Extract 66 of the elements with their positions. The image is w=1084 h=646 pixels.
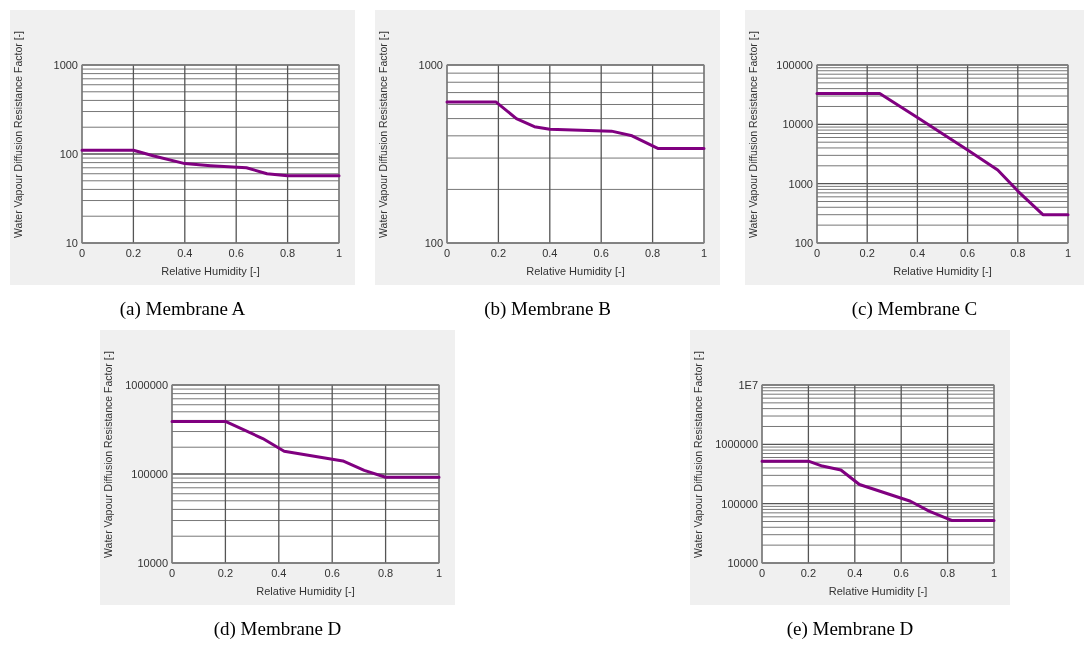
x-tick-label: 1: [1064, 247, 1072, 259]
x-tick-label: 0.4: [542, 247, 558, 259]
text: (b) Membrane B: [484, 298, 611, 320]
x-tick-label: 0: [443, 247, 451, 259]
y-tick-label: 100000: [776, 59, 813, 71]
x-tick-label: 0.6: [228, 247, 244, 259]
x-tick-label: 0.2: [125, 247, 142, 259]
x-tick-label: 0.4: [177, 247, 193, 259]
y-tick-label: 10000: [727, 557, 758, 569]
x-tick-label: 0.8: [644, 247, 661, 259]
text: (d) Membrane D: [213, 618, 342, 640]
y-tick-label: 1000: [788, 177, 813, 190]
y-tick-label: 10000: [137, 557, 168, 569]
y-tick-label: 10000: [782, 118, 813, 131]
y-axis-title: Water Vapour Diffusion Resistance Factor [-]: [747, 30, 759, 238]
x-tick-label: 0: [813, 247, 821, 259]
y-tick-label: 100: [424, 237, 443, 249]
y-tick-label: 100000: [721, 497, 758, 510]
y-axis-title: Water Vapour Diffusion Resistance Factor [-]: [692, 350, 704, 558]
y-tick-label: 1000000: [715, 438, 758, 451]
line-series: [80, 148, 341, 178]
x-tick-label: 0.6: [593, 247, 609, 259]
y-tick-label: 1000: [53, 59, 78, 71]
x-tick-label: 1: [335, 247, 343, 259]
x-tick-label: 1: [435, 567, 443, 579]
x-tick-label: 0: [758, 567, 766, 579]
y-axis-title: Water Vapour Diffusion Resistance Factor [-]: [377, 30, 389, 238]
x-tick-label: 0.8: [1010, 247, 1026, 259]
y-tick-label: 100: [59, 148, 78, 160]
x-axis-title: Relative Humidity [-]: [893, 265, 992, 277]
x-tick-label: 0.2: [800, 567, 817, 579]
y-tick-label: 1000000: [125, 379, 168, 391]
x-axis-title: Relative Humidity [-]: [526, 265, 625, 277]
x-axis-title: Relative Humidity [-]: [256, 585, 355, 597]
text: (c) Membrane C: [851, 298, 978, 320]
line-series: [760, 459, 996, 523]
x-tick-label: 0: [78, 247, 86, 259]
line-series: [815, 92, 1070, 217]
x-tick-label: 0.4: [847, 567, 863, 579]
x-tick-label: 0.4: [909, 247, 926, 259]
text: (a) Membrane A: [119, 298, 246, 320]
y-tick-label: 1E7: [738, 379, 758, 391]
x-tick-label: 0.8: [377, 567, 394, 579]
x-tick-label: 0.2: [490, 247, 507, 259]
y-tick-label: 10: [65, 237, 78, 249]
y-axis-title: Water Vapour Diffusion Resistance Factor [-]: [102, 350, 114, 558]
x-tick-label: 1: [700, 247, 708, 259]
text: (e) Membrane D: [786, 618, 914, 640]
x-tick-label: 1: [990, 567, 998, 579]
x-tick-label: 0.6: [959, 247, 976, 259]
y-tick-label: 100000: [131, 468, 168, 480]
x-tick-label: 0.2: [217, 567, 234, 579]
x-axis-title: Relative Humidity [-]: [828, 585, 928, 597]
x-tick-label: 0.6: [893, 567, 909, 579]
x-axis-title: Relative Humidity [-]: [161, 265, 260, 277]
x-tick-label: 0.8: [939, 567, 956, 579]
x-tick-label: 0.4: [271, 567, 287, 579]
x-tick-label: 0.2: [859, 247, 875, 259]
y-axis-title: Water Vapour Diffusion Resistance Factor [-]: [12, 30, 24, 238]
y-tick-label: 100: [794, 237, 813, 249]
y-tick-label: 1000: [418, 59, 443, 71]
x-tick-label: 0: [168, 567, 176, 579]
x-tick-label: 0.8: [279, 247, 296, 259]
line-series: [170, 419, 441, 479]
x-tick-label: 0.6: [324, 567, 340, 579]
line-series: [445, 100, 706, 150]
